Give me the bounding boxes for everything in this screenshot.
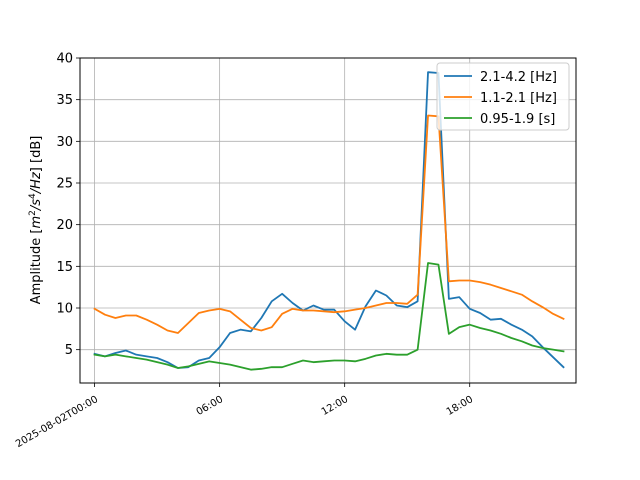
legend-entry: 2.1-4.2 [Hz] bbox=[444, 70, 557, 85]
legend-label-series-3: 0.95-1.9 [s] bbox=[480, 112, 555, 127]
legend-entry: 0.95-1.9 [s] bbox=[444, 112, 555, 127]
y-label-slash-1: / bbox=[29, 204, 44, 211]
x-tick-label: 2025-08-02T00:00 bbox=[14, 394, 100, 450]
y-tick-label: 15 bbox=[56, 260, 73, 275]
y-tick-label: 35 bbox=[56, 93, 73, 108]
y-tick-label: 10 bbox=[56, 302, 73, 317]
y-label-hz: Hz bbox=[29, 171, 44, 189]
y-tick-label: 40 bbox=[56, 52, 73, 67]
x-axis: 2025-08-02T00:00 06:00 12:00 18:00 bbox=[14, 383, 475, 450]
y-label-sup-2: 2 bbox=[28, 210, 38, 216]
x-tick-label: 12:00 bbox=[320, 394, 350, 418]
y-tick-label: 20 bbox=[56, 218, 73, 233]
legend-entry: 1.1-2.1 [Hz] bbox=[444, 91, 557, 106]
y-axis-label: Amplitude [m2/s4/Hz] [dB] bbox=[28, 136, 44, 305]
legend: 2.1-4.2 [Hz] 1.1-2.1 [Hz] 0.95-1.9 [s] bbox=[436, 62, 570, 131]
y-label-sup-4: 4 bbox=[28, 193, 38, 199]
y-tick-label: 25 bbox=[56, 177, 73, 192]
series-line-3 bbox=[93, 262, 565, 371]
y-label-suffix: ] [dB] bbox=[29, 136, 44, 173]
legend-label-series-2: 1.1-2.1 [Hz] bbox=[480, 91, 557, 106]
y-label-prefix: Amplitude [ bbox=[29, 229, 44, 305]
plot-frame bbox=[79, 57, 577, 384]
y-label-s: s bbox=[29, 199, 44, 206]
x-tick-label: 06:00 bbox=[195, 394, 225, 418]
y-label-slash-2: / bbox=[29, 187, 44, 194]
legend-label-series-1: 2.1-4.2 [Hz] bbox=[480, 70, 557, 85]
series-line-1 bbox=[93, 71, 565, 369]
y-tick-label: 30 bbox=[56, 135, 73, 150]
series-line-2 bbox=[93, 114, 565, 334]
legend-box bbox=[436, 62, 570, 131]
x-tick-label: 18:00 bbox=[445, 394, 475, 418]
plot-series bbox=[93, 71, 565, 371]
y-label-m: m bbox=[29, 216, 44, 229]
y-axis: 5 10 15 20 25 30 35 40 bbox=[56, 52, 80, 358]
y-tick-label: 5 bbox=[65, 343, 73, 358]
